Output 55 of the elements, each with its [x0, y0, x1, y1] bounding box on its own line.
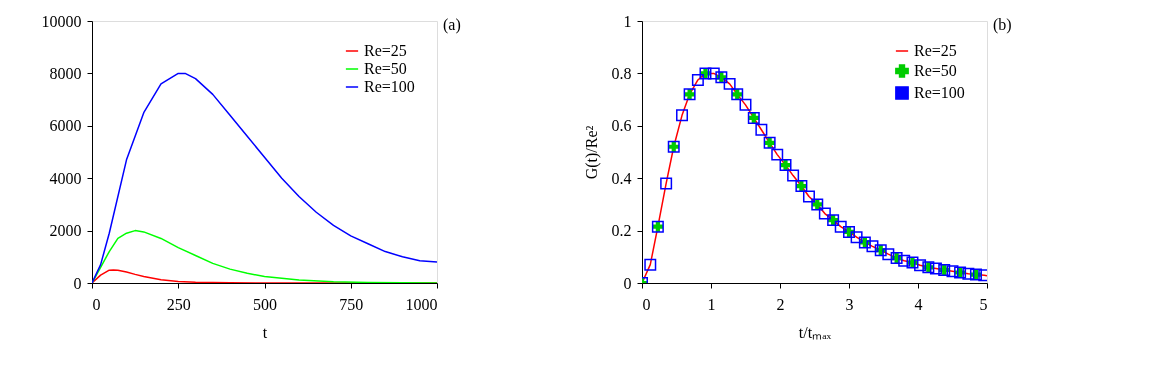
x-tick-label: 1 [707, 295, 716, 313]
y-tick-label: 0 [73, 274, 82, 292]
y-tick-label: 4000 [49, 169, 82, 187]
y-axis-title: G(t)/Re² [582, 125, 601, 180]
x-tick-label: 4 [914, 295, 923, 313]
point [771, 148, 784, 161]
point [787, 169, 800, 182]
point [755, 123, 768, 136]
x-tick-label: 1000 [405, 295, 438, 313]
y-tick-label: 1 [623, 12, 632, 30]
x-axis-title: t/tₘₐₓ [798, 323, 832, 341]
x-tick-label: 3 [845, 295, 854, 313]
x-tick-label: 2 [776, 295, 785, 313]
point [818, 207, 831, 220]
legend-label: Re=100 [914, 84, 965, 101]
point [723, 77, 736, 90]
x-tick-label: 750 [339, 295, 364, 313]
y-tick-label: 10000 [41, 12, 82, 30]
point [707, 67, 720, 80]
legend-label: Re=50 [364, 60, 407, 77]
legend-label: Re=100 [364, 78, 415, 95]
text: (b) [993, 16, 1012, 34]
x-tick-label: 0 [642, 295, 651, 313]
x-tick-label: 5 [979, 295, 988, 313]
y-tick-label: 0.6 [611, 117, 632, 135]
point [882, 248, 895, 261]
legend-label: Re=25 [364, 42, 407, 59]
point [644, 258, 657, 271]
point [850, 231, 863, 244]
x-axis-title: t [262, 323, 268, 341]
y-tick-label: 2000 [49, 222, 82, 240]
y-tick-label: 0.8 [611, 64, 632, 82]
y-tick-label: 0 [623, 274, 632, 292]
point [834, 220, 847, 233]
y-tick-label: 8000 [49, 64, 82, 82]
point [914, 259, 927, 272]
point [946, 265, 959, 278]
x-tick-label: 0 [92, 295, 101, 313]
point [866, 240, 879, 253]
legend-label: Re=50 [914, 62, 957, 79]
point [691, 73, 704, 86]
y-tick-label: 0.2 [611, 222, 632, 240]
point [929, 262, 942, 275]
point [660, 177, 673, 190]
point [802, 190, 815, 203]
point [676, 109, 689, 122]
x-tick-label: 250 [166, 295, 191, 313]
text: (a) [443, 16, 461, 34]
legend-label: Re=25 [914, 42, 957, 59]
y-tick-label: 6000 [49, 117, 82, 135]
y-tick-label: 0.4 [611, 169, 632, 187]
point [739, 98, 752, 111]
point [962, 267, 975, 280]
x-tick-label: 500 [253, 295, 277, 313]
point [898, 254, 911, 267]
